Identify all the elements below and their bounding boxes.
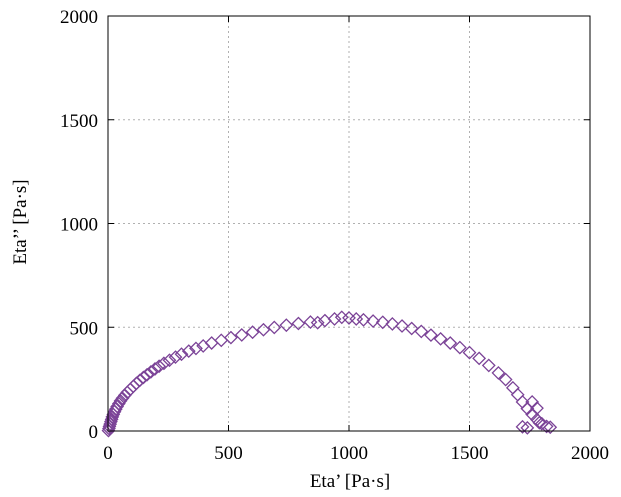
x-tick-label: 0 [103,443,113,464]
data-point [156,356,171,371]
data-point [214,333,229,348]
x-tick-label: 500 [214,443,243,464]
data-point [520,420,535,435]
data-point [472,351,487,366]
data-point [532,415,547,430]
data-point [279,318,294,333]
data-point [310,315,325,330]
data-point [162,353,177,368]
data-point [115,391,130,406]
x-axis-label: Eta’ [Pa·s] [310,471,390,492]
data-point [291,316,306,331]
data-point [385,317,400,331]
data-point [543,420,558,435]
y-tick-label: 0 [89,422,99,443]
data-point [525,395,540,409]
data-point [510,387,525,402]
x-tick-label: 2000 [571,443,609,464]
data-point [356,312,371,327]
data-point [168,350,183,365]
data-point [443,336,458,350]
data-point [148,362,162,376]
x-tick-label: 1500 [451,443,489,464]
grid [108,16,590,431]
data-point [234,328,249,342]
data-point [189,341,203,356]
data-point [143,364,158,379]
y-tick-label: 1500 [60,111,98,132]
data-point [515,419,530,434]
data-point [530,401,544,416]
data-point [395,319,409,333]
ticks: 0 500 1000 1500 2000 0 500 1000 1500 2000 [60,7,609,464]
data-point [327,312,342,326]
y-tick-label: 1000 [60,215,98,236]
data-point [505,380,520,395]
data-point [223,330,238,345]
data-point [256,322,271,337]
data-point [462,345,477,360]
data-point [498,372,513,387]
data-point [152,359,167,374]
y-axis-label: Eta’’ [Pa·s] [10,179,31,264]
data-point [136,370,151,385]
data-point [539,419,554,434]
data-point [267,320,282,335]
data-points [101,310,558,438]
y-tick-label: 500 [70,318,99,339]
data-point [181,344,196,359]
data-point [481,358,496,373]
data-point [452,340,467,355]
data-point [404,321,419,336]
data-point [424,328,438,343]
x-tick-label: 1000 [330,443,368,464]
data-point [245,325,260,340]
data-point [174,347,189,362]
data-point [366,314,381,328]
data-point [491,365,506,380]
data-point [433,331,448,346]
data-point [140,367,154,382]
data-point [414,324,429,339]
y-tick-label: 2000 [60,7,98,28]
data-point [375,315,390,330]
